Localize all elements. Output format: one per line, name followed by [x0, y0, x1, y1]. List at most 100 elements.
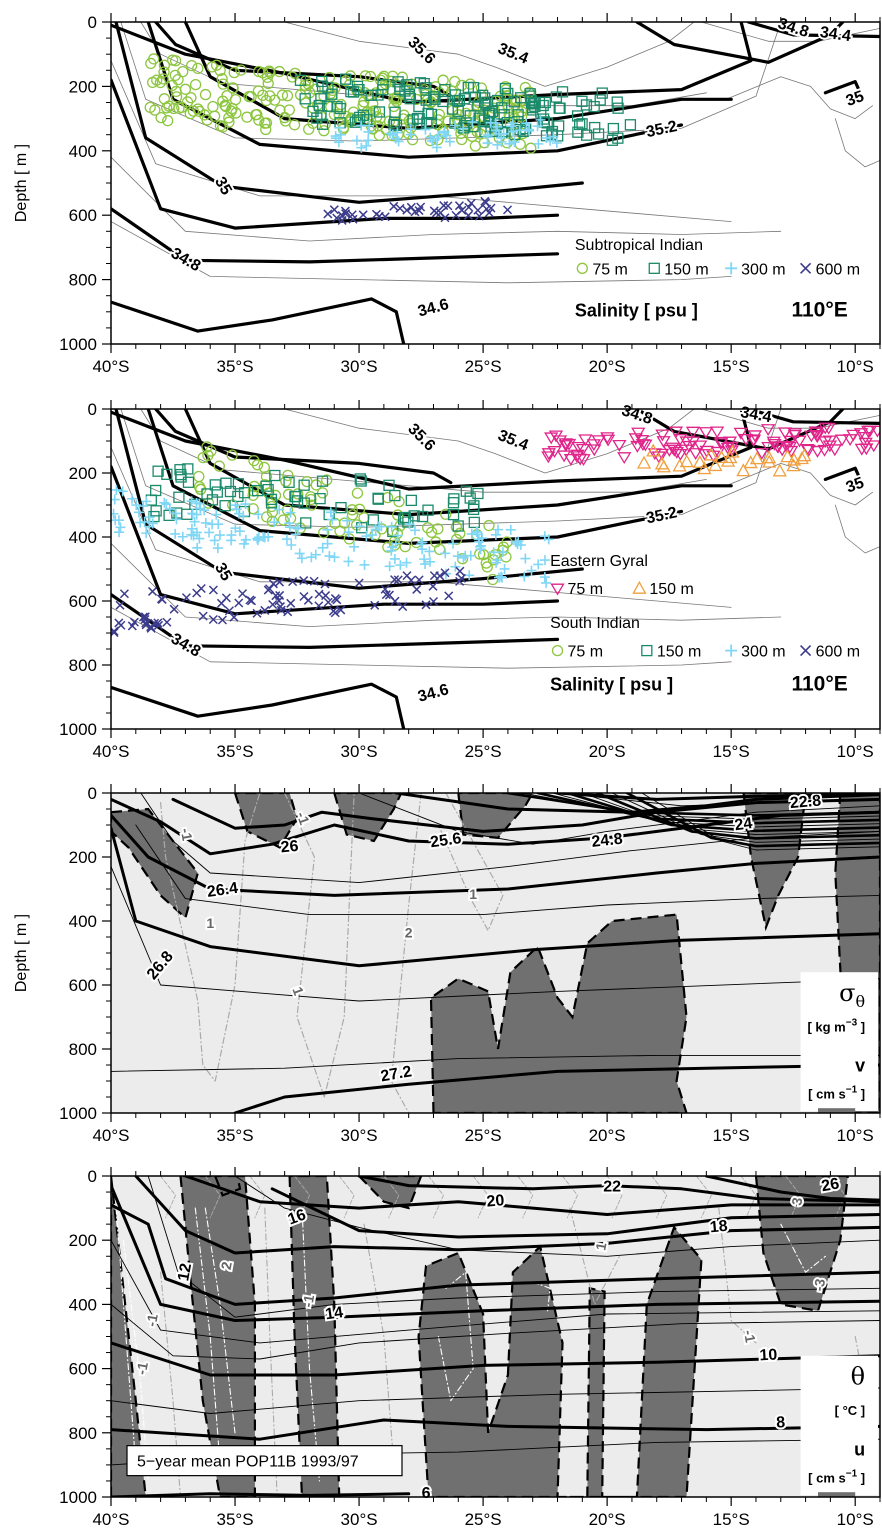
legend-eastern-gyral: Eastern Gyral 75 m 150 m South Indian 75 m 15… — [550, 553, 860, 661]
legend-marker-eg150m — [632, 580, 647, 594]
marker-300m — [533, 559, 544, 570]
key-background — [800, 972, 878, 1111]
marker-eg150m — [786, 452, 802, 466]
marker-150m — [447, 497, 460, 509]
velocity-contour-grey — [160, 1271, 182, 1497]
legend-title: Eastern Gyral — [550, 553, 648, 570]
marker-300m — [159, 497, 170, 508]
marker-600m — [208, 614, 218, 625]
marker-150m — [480, 98, 492, 110]
marker-75m — [288, 119, 301, 131]
marker-150m — [372, 492, 384, 504]
marker-75m — [487, 573, 499, 586]
marker-600m — [330, 594, 340, 604]
marker-150m — [416, 510, 429, 523]
legend-subtropical: Subtropical Indian 75 m 150 m 300 m 600 m — [575, 237, 860, 278]
marker-75m — [276, 89, 289, 101]
velocity-contour — [160, 793, 261, 1082]
marker-150m — [173, 491, 185, 503]
marker-150m — [316, 118, 329, 130]
salinity-contour-thin — [834, 118, 880, 168]
marker-eg75m — [761, 441, 776, 454]
velocity-var: v — [855, 1055, 865, 1075]
marker-300m — [226, 535, 237, 546]
marker-150m — [464, 492, 476, 504]
marker-300m — [492, 555, 503, 566]
velocity-contour-grey — [695, 1176, 712, 1219]
marker-600m — [348, 214, 358, 224]
salinity-contour-thick — [111, 682, 406, 729]
contour-label: 35.2 — [645, 118, 679, 141]
marker-eg75m — [822, 435, 838, 448]
marker-300m — [386, 521, 397, 532]
marker-eg75m — [810, 445, 825, 458]
marker-75m — [277, 514, 290, 526]
marker-150m — [589, 121, 601, 134]
marker-75m — [260, 117, 273, 129]
marker-eg75m — [667, 444, 682, 457]
marker-600m — [146, 622, 156, 632]
marker-75m — [450, 521, 462, 533]
marker-75m — [247, 503, 259, 515]
density-contour-fan — [536, 793, 880, 825]
marker-300m — [200, 517, 211, 528]
marker-600m — [402, 571, 412, 581]
marker-300m — [204, 527, 215, 538]
marker-75m — [217, 78, 229, 90]
marker-300m — [498, 128, 509, 139]
marker-eg75m — [685, 436, 701, 449]
velocity-contour-grey — [562, 1176, 578, 1219]
contour-label: 26 — [280, 838, 299, 857]
marker-300m — [519, 571, 530, 582]
density-contour-fan — [595, 793, 880, 840]
marker-150m — [496, 102, 508, 114]
marker-eg75m — [635, 439, 651, 452]
marker-300m — [370, 524, 381, 535]
marker-600m — [439, 201, 449, 211]
marker-300m — [464, 570, 475, 581]
marker-300m — [234, 508, 245, 519]
temperature-contour-thick — [111, 1184, 880, 1322]
marker-75m — [166, 54, 179, 66]
marker-eg75m — [817, 444, 832, 457]
marker-75m — [305, 499, 318, 511]
marker-75m — [456, 79, 468, 92]
marker-eg75m — [866, 440, 880, 453]
marker-600m — [288, 577, 298, 587]
marker-150m — [354, 111, 366, 124]
marker-eg150m — [714, 450, 729, 464]
marker-600m — [141, 620, 151, 630]
marker-150m — [265, 497, 278, 509]
marker-300m — [138, 501, 149, 512]
marker-150m — [399, 511, 411, 524]
marker-150m — [232, 478, 245, 490]
marker-75m — [373, 129, 385, 141]
marker-300m — [111, 508, 119, 519]
marker-300m — [395, 560, 406, 571]
marker-150m — [527, 104, 539, 116]
marker-150m — [316, 475, 329, 487]
marker-150m — [448, 493, 460, 505]
marker-eg75m — [724, 441, 739, 454]
marker-150m — [502, 87, 514, 100]
density-units: [ kg m−3 ] — [807, 1017, 865, 1034]
contour-label: 22.8 — [789, 792, 822, 812]
marker-300m — [253, 509, 264, 520]
legend-marker-75m — [576, 262, 588, 274]
marker-300m — [286, 539, 297, 550]
marker-eg150m — [749, 451, 765, 465]
velocity-label: -1 — [143, 1312, 161, 1327]
marker-150m — [355, 475, 367, 487]
marker-75m — [269, 489, 282, 502]
temperature-contour-thin — [111, 1239, 880, 1344]
marker-300m — [427, 135, 438, 146]
sigma-theta-symbol: σθ — [839, 979, 865, 1011]
marker-eg75m — [591, 435, 606, 448]
density-contour-thin — [111, 1054, 880, 1072]
marker-150m — [418, 77, 430, 90]
marker-eg75m — [673, 434, 688, 446]
marker-300m — [490, 118, 501, 129]
marker-150m — [300, 517, 312, 529]
marker-75m — [149, 104, 161, 116]
marker-150m — [574, 118, 586, 131]
